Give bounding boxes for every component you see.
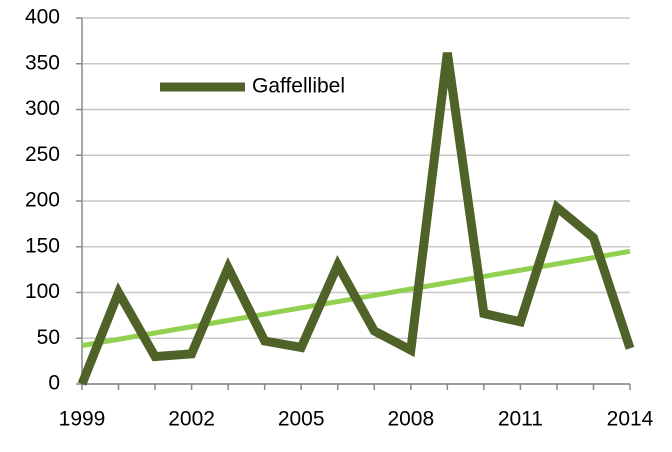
- y-tick-label: 400: [25, 6, 60, 29]
- y-tick-label: 200: [25, 189, 60, 212]
- y-tick-label: 350: [25, 51, 60, 74]
- x-tick-label: 1999: [59, 408, 106, 431]
- y-tick-label: 0: [48, 372, 60, 395]
- y-tick-label: 250: [25, 143, 60, 166]
- x-tick-label: 2002: [168, 408, 215, 431]
- data-line: [77, 52, 635, 386]
- y-tick-label: 100: [25, 280, 60, 303]
- y-tick-label: 50: [37, 326, 60, 349]
- x-tick-label: 2008: [387, 408, 434, 431]
- y-tick-label: 150: [25, 234, 60, 257]
- x-tick-label: 2011: [498, 408, 543, 431]
- x-tick-label: 2014: [607, 408, 654, 431]
- legend-label: Gaffellibel: [252, 75, 345, 98]
- y-tick-label: 300: [25, 97, 60, 120]
- x-tick-label: 2005: [278, 408, 325, 431]
